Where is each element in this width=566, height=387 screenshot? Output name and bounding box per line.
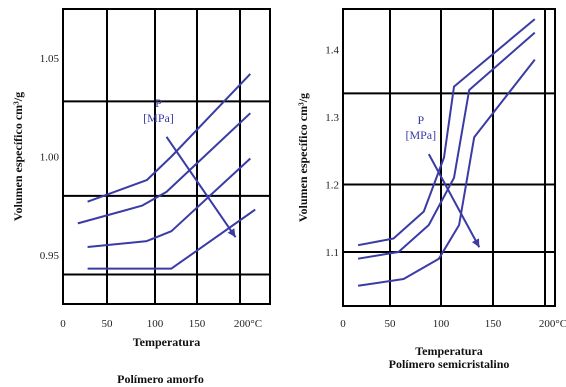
x-tick-label: 150 (485, 318, 502, 330)
arrowhead-icon (227, 228, 236, 238)
y-tick-label: 1.4 (325, 45, 339, 57)
plot-frame (342, 8, 556, 307)
chart-caption: Polímero semicristalino (389, 357, 510, 371)
annotation-label: P (155, 96, 162, 110)
pressure-arrow (165, 136, 237, 238)
y-tick-label: 1.05 (40, 53, 60, 65)
annotation-unit: [MPa] (405, 128, 436, 142)
y-tick-label: 1.2 (325, 180, 339, 192)
chart-semicrystalline: 0 50 100 150 200°C 1.1 1.2 1.3 1.4 P[MPa] Temperat… (296, 8, 566, 371)
arrowhead-icon (471, 238, 480, 248)
series-line (357, 31, 536, 260)
x-tick-label: 0 (60, 318, 66, 330)
chart-caption: Polímero amorfo (117, 372, 204, 386)
y-tick-label: 1.1 (325, 247, 339, 259)
series-line (357, 18, 536, 247)
series-line (87, 73, 252, 203)
x-tick-label: 0 (340, 318, 346, 330)
plot-frame (62, 8, 271, 305)
y-tick-label: 0.95 (40, 250, 60, 262)
y-axis-title: Volumen específico cm³/g (11, 92, 25, 221)
series-line (357, 58, 536, 287)
y-tick-label: 1.00 (40, 152, 60, 164)
pressure-arrow (427, 153, 481, 248)
x-tick-label: 150 (189, 318, 206, 330)
series-line (87, 157, 251, 248)
y-tick-label: 1.3 (325, 112, 339, 124)
x-tick-label: 50 (385, 318, 397, 330)
annotation-unit: [MPa] (143, 111, 174, 125)
annotation-label: P (417, 113, 424, 127)
x-tick-label: 50 (102, 318, 114, 330)
x-tick-label: 200°C (539, 318, 566, 330)
x-tick-label: 200°C (234, 318, 262, 330)
series-line (77, 112, 251, 225)
x-axis-title: Temperatura (133, 335, 201, 349)
chart-amorphous: 0 50 100 150 200°C 0.95 1.00 1.05 P[MPa] Temperat… (11, 8, 271, 386)
x-axis-title: Temperatura (415, 344, 483, 358)
x-tick-label: 100 (147, 318, 164, 330)
y-axis-title: Volumen específico cm³/g (296, 93, 310, 222)
series-line (87, 208, 256, 270)
x-tick-label: 100 (433, 318, 450, 330)
